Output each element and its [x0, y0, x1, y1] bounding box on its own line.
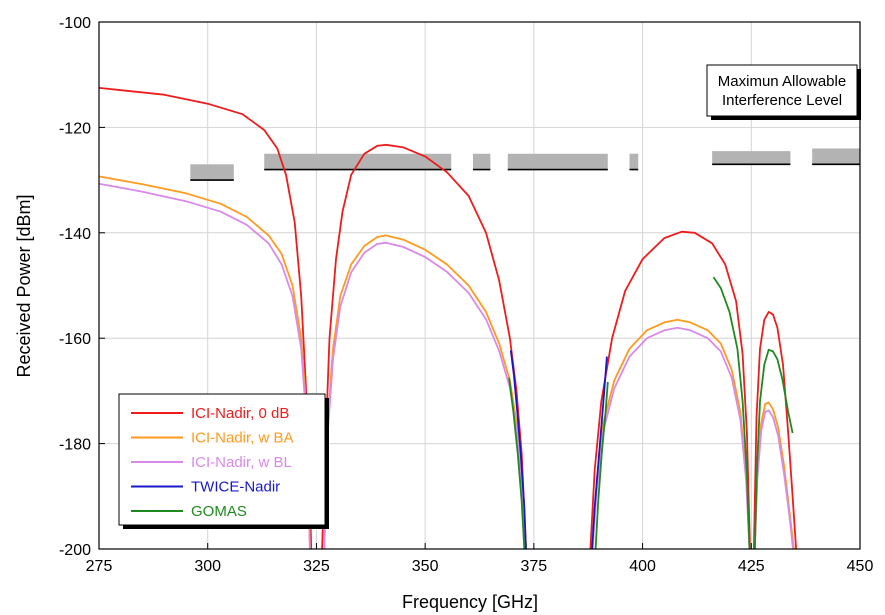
legend-label: ICI-Nadir, 0 dB [191, 405, 289, 422]
x-tick-label: 300 [194, 558, 221, 575]
interference-band [507, 153, 608, 170]
series-line [321, 143, 527, 550]
series-line [753, 409, 794, 550]
interference-band [812, 148, 860, 165]
series-line [591, 318, 751, 550]
y-tick-label: -140 [59, 226, 91, 243]
legend-label: GOMAS [191, 503, 247, 520]
legend: ICI-Nadir, 0 dB ICI-Nadir, w BA ICI-Nadir,… [118, 393, 329, 529]
series-line [98, 182, 311, 550]
y-tick-label: -100 [59, 15, 91, 32]
y-tick-label: -120 [59, 120, 91, 137]
series-lines [98, 87, 797, 550]
series-line [509, 350, 527, 550]
series-line [591, 326, 751, 550]
series-line [508, 377, 526, 550]
legend-label: TWICE-Nadir [191, 479, 280, 496]
series-line [753, 311, 797, 550]
series-line [712, 276, 751, 550]
interference-band [712, 151, 791, 165]
x-tick-label: 400 [629, 558, 656, 575]
interference-band [629, 153, 639, 170]
y-axis-label: Received Power [dBm] [14, 194, 34, 377]
series-line [753, 348, 794, 550]
legend-frame [118, 393, 326, 526]
x-tick-label: 275 [86, 558, 113, 575]
annotation-line-1: Maximun Allowable [718, 73, 846, 90]
interference-bands [190, 148, 860, 181]
x-tick-label: 350 [412, 558, 439, 575]
x-tick-label: 375 [521, 558, 548, 575]
interference-band [472, 153, 491, 170]
x-tick-label: 325 [303, 558, 330, 575]
y-tick-label: -160 [59, 331, 91, 348]
legend-label: ICI-Nadir, w BA [191, 430, 294, 447]
annotation-line-2: Interference Level [722, 92, 842, 109]
series-line [594, 381, 609, 550]
annotation-frame [706, 64, 858, 117]
annotation-box: Maximun Allowable Interference Level [706, 64, 861, 120]
x-tick-label: 450 [847, 558, 874, 575]
x-axis-label: Frequency [GHz] [402, 592, 538, 612]
x-tick-label: 425 [738, 558, 765, 575]
interference-band [264, 153, 452, 170]
y-tick-label: -200 [59, 542, 91, 559]
interference-band [190, 164, 234, 181]
y-tick-label: -180 [59, 437, 91, 454]
legend-label: ICI-Nadir, w BL [191, 454, 292, 471]
tick-labels: 275 300 325 350 375 400 425 450 -100 -120 -140 -160… [59, 15, 873, 575]
plot-frame [98, 21, 861, 550]
series-line [591, 356, 608, 550]
